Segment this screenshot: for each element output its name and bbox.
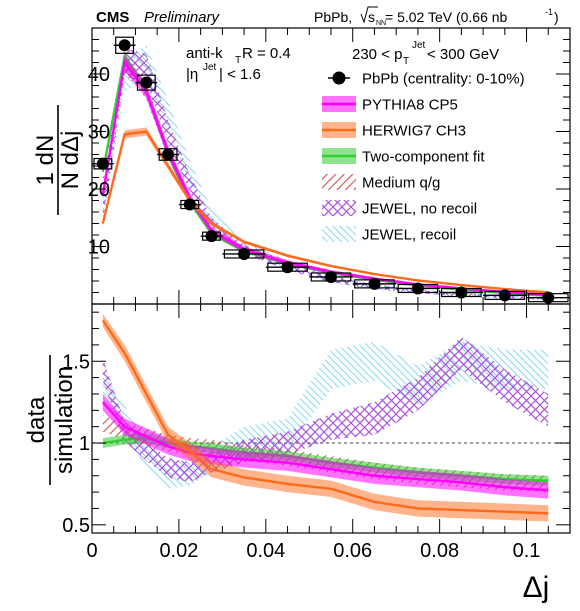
x-tick-label: 0.04 [246,540,285,562]
data-marker [455,286,468,299]
pt-low: 230 < p [352,46,402,63]
eta-cut-label: |η Jet | < 1.6 [186,62,261,83]
data-point [178,198,201,211]
data-point [265,261,310,274]
legend-label: PYTHIA8 CP5 [362,97,458,114]
data-point [135,74,158,91]
legend-label: Medium q/g [362,175,440,192]
algo-text: anti-k [186,45,223,62]
jet-algo-label: anti-k T R = 0.4 [186,45,291,66]
legend-swatch [322,174,356,190]
data-point [309,270,353,283]
data-marker [183,198,196,211]
energy-nn: NN [376,20,386,27]
legend-entry-jewel_norecoil: JEWEL, no recoil [322,200,477,218]
data-point [157,148,179,161]
top-y-tick-label: 40 [88,64,110,86]
data-point [396,282,440,295]
radius-text: R = 0.4 [242,45,291,62]
x-tick-label: 0.02 [159,540,198,562]
data-marker [498,289,511,302]
bottom-ylabel-den: simulation [51,366,78,474]
top-line-herwig [101,130,549,294]
energy-system: PbPb, [314,9,352,25]
data-marker [140,76,153,89]
legend-entry-medium: Medium q/g [322,174,440,192]
legend-label: JEWEL, recoil [362,227,456,244]
ratio-band-pythia [102,393,549,499]
data-point [113,36,136,54]
legend-entry-herwig: HERWIG7 CH3 [322,122,466,140]
algo-sub: T [235,55,241,66]
legend-label: JEWEL, no recoil [362,201,477,218]
cms-label: CMS [96,9,129,26]
pt-sup: Jet [412,40,426,51]
eta-sup: Jet [203,62,217,73]
legend-entry-twocomp: Two-component fit [322,148,485,166]
legend-entry-data: PbPb (centrality: 0-10%) [328,71,525,88]
x-tick-label: 0.08 [420,540,459,562]
top-line-pythia [101,59,549,296]
legend: PbPb (centrality: 0-10%) PYTHIA8 CP5 HERWI… [322,71,525,244]
data-point [92,157,114,170]
lumi-close: ) [554,9,559,25]
bottom-ylabel-num: data [23,396,50,443]
data-marker [368,277,381,290]
pt-range-label: 230 < p T Jet < 300 GeV [352,40,499,67]
data-point [200,230,223,243]
ratio-band-jewel_norecoil [102,336,549,483]
data-marker [96,157,109,170]
data-marker [238,247,251,260]
data-point [352,277,397,290]
data-point [439,286,484,299]
legend-label: PbPb (centrality: 0-10%) [362,71,525,88]
energy-value: = 5.02 TeV (0.66 nb [385,9,508,25]
data-point [222,247,266,260]
data-marker [325,270,337,283]
data-marker [162,148,175,161]
x-tick-label: 0.1 [513,540,541,562]
legend-entry-pythia: PYTHIA8 CP5 [322,96,458,114]
ratio-y-tick-label: 0.5 [62,515,90,537]
top-y-tick-label: 10 [88,237,110,259]
bottom-y-axis-title: data simulation [23,355,78,485]
legend-swatch [322,226,356,242]
top-y-tick-label: 30 [88,122,110,144]
eta-close: | < 1.6 [219,66,261,83]
x-tick-label: 0.06 [333,540,372,562]
ratio-y-tick-label: 1.5 [62,351,90,373]
data-marker [411,282,424,295]
sqrt-symbol [360,6,378,24]
eta-open: |η [186,66,198,83]
legend-label: HERWIG7 CH3 [362,123,466,140]
ratio-line-pythia [101,401,549,492]
top-y-axis-title: 1 dN N dΔj [32,105,84,215]
energy-s: s [368,9,375,25]
ratio-line-herwig [101,319,549,515]
preliminary-label: Preliminary [144,9,221,26]
data-marker [118,39,131,52]
energy-label: PbPb, s NN = 5.02 TeV (0.66 nb -1 ) [314,6,559,27]
legend-swatch [322,200,356,216]
data-marker [205,230,218,243]
pt-sub: T [403,56,409,67]
data-point [483,289,527,302]
legend-label: Two-component fit [362,149,485,166]
lumi-sup: -1 [545,7,553,17]
x-tick-label: 0 [86,540,97,562]
ratio-y-tick-label: 1 [79,433,90,455]
x-axis-title: Δj [523,571,550,604]
pt-high: < 300 GeV [427,46,499,63]
data-marker [281,261,294,274]
top-ylabel-num: 1 dN [32,135,59,186]
legend-entry-jewel_recoil: JEWEL, recoil [322,226,456,244]
top-panel-frame [91,27,571,305]
top-band-jewel_norecoil [102,48,549,300]
top-ylabel-den: N dΔj [57,131,84,190]
top-y-tick-label: 20 [88,179,110,201]
